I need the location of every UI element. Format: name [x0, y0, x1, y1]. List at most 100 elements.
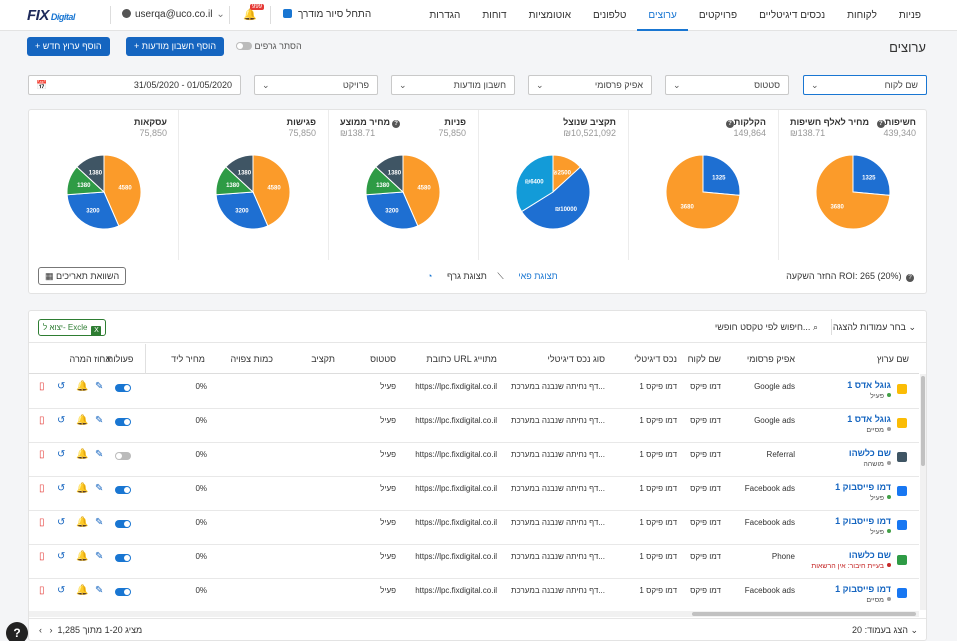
compare-dates-button[interactable]: ▦ השוואת תאריכים [38, 267, 127, 285]
table-row[interactable]: דמו פייסבוק 1 פעיל Facebook ads דמו פיקס… [29, 477, 919, 511]
notification-bell-icon[interactable]: 🔔 [76, 381, 89, 392]
help-icon[interactable]: ? [876, 120, 885, 128]
edit-icon[interactable]: ✎ [95, 483, 104, 494]
add-channel-button[interactable]: + הוסף ערוץ חדש [27, 37, 110, 56]
notification-bell-icon[interactable]: 🔔 [76, 483, 89, 494]
column-header-expected-qty[interactable]: כמות צפויה [230, 354, 273, 364]
channel-name-link[interactable]: שם כלשהו [848, 448, 891, 458]
nav-settings[interactable]: הגדרות [429, 10, 461, 21]
active-toggle[interactable] [115, 452, 131, 460]
nav-automations[interactable]: אוטומציות [528, 10, 572, 21]
tagged-url-cell[interactable]: https://lpc.fixdigital.co.il [415, 450, 497, 459]
channel-name-link[interactable]: גוגל אדס 1 [847, 414, 891, 424]
column-header-digital-asset[interactable]: נכס דיגיטלי [634, 354, 677, 364]
channel-name-link[interactable]: דמו פייסבוק 1 [835, 482, 891, 492]
notification-bell-icon[interactable]: 🔔 [76, 415, 89, 426]
notification-bell-icon[interactable]: 🔔 [76, 551, 89, 562]
table-row[interactable]: דמו פייסבוק 1 פעיל Facebook ads דמו פיקס… [29, 511, 919, 545]
help-icon[interactable]: ? [392, 120, 401, 128]
tour-button[interactable]: התחל סיור מודרך [283, 9, 371, 20]
tagged-url-cell[interactable]: https://lpc.fixdigital.co.il [415, 484, 497, 493]
table-row[interactable]: דמו פייסבוק 1 מסיים Facebook ads דמו פיק… [29, 579, 919, 613]
active-toggle[interactable] [115, 520, 131, 528]
bell-icon[interactable]: 🔔 [243, 9, 257, 21]
table-row[interactable]: שם כלשהו מושהה Referral דמו פיקס דמו פיק… [29, 443, 919, 477]
active-toggle[interactable] [115, 418, 131, 426]
project-filter[interactable]: ⌄ פרויקט [254, 75, 378, 95]
channel-name-link[interactable]: דמו פייסבוק 1 [835, 584, 891, 594]
toggle-switch[interactable] [236, 42, 252, 50]
notification-bell-icon[interactable]: 🔔 [76, 585, 89, 596]
channel-name-link[interactable]: גוגל אדס 1 [847, 380, 891, 390]
add-ad-account-button[interactable]: + הוסף חשבון מודעות [126, 37, 225, 56]
history-icon[interactable]: ↺ [57, 585, 66, 596]
table-row[interactable]: גוגל אדס 1 מסיים Google ads דמו פיקס דמו… [29, 409, 919, 443]
table-row[interactable]: שם כלשהו בעיית חיבור: אין הרשאות Phone ד… [29, 545, 919, 579]
active-toggle[interactable] [115, 486, 131, 494]
active-toggle[interactable] [115, 384, 131, 392]
logo[interactable]: FIX Digital [27, 7, 75, 24]
edit-icon[interactable]: ✎ [95, 517, 104, 528]
export-excel-button[interactable]: יצוא ל- Excle X [38, 319, 107, 336]
nav-channels[interactable]: ערוצים [637, 0, 688, 31]
ad-account-filter[interactable]: ⌄ חשבון מודעות [391, 75, 515, 95]
nav-clients[interactable]: לקוחות [847, 10, 877, 21]
vertical-scrollbar[interactable] [920, 374, 926, 610]
edit-icon[interactable]: ✎ [95, 585, 104, 596]
edit-icon[interactable]: ✎ [95, 551, 104, 562]
notification-bell-icon[interactable]: 🔔 [76, 517, 89, 528]
table-row[interactable]: גוגל אדס 1 פעיל Google ads דמו פיקס דמו … [29, 375, 919, 409]
channel-name-link[interactable]: דמו פייסבוק 1 [835, 516, 891, 526]
status-filter[interactable]: ⌄ סטטוס [665, 75, 789, 95]
help-icon[interactable]: ? [906, 274, 914, 282]
help-icon[interactable]: ? [725, 120, 734, 128]
next-page-icon[interactable]: › [49, 625, 53, 635]
history-icon[interactable]: ↺ [57, 449, 66, 460]
column-header-client-name[interactable]: שם לקוח [687, 354, 721, 364]
column-header-budget[interactable]: תקציב [311, 354, 335, 364]
tagged-url-cell[interactable]: https://lpc.fixdigital.co.il [415, 382, 497, 391]
nav-inquiries[interactable]: פניות [898, 10, 921, 21]
mobile-icon[interactable]: ▯ [39, 483, 45, 494]
edit-icon[interactable]: ✎ [95, 381, 104, 392]
nav-phones[interactable]: טלפונים [593, 10, 627, 21]
search-input[interactable]: חיפוש לפי טקסט חופשי... ⌕ [714, 322, 818, 332]
tagged-url-cell[interactable]: https://lpc.fixdigital.co.il [415, 586, 497, 595]
history-icon[interactable]: ↺ [57, 381, 66, 392]
column-header-tagged-url[interactable]: כתובת URL מתוייג [426, 354, 497, 364]
ad-platform-filter[interactable]: ⌄ אפיק פרסומי [528, 75, 652, 95]
mobile-icon[interactable]: ▯ [39, 381, 45, 392]
mobile-icon[interactable]: ▯ [39, 551, 45, 562]
per-page-select[interactable]: הצג בעמוד: 20 ⌄ [852, 625, 918, 635]
column-header-channel-name[interactable]: שם ערוץ [876, 354, 909, 364]
history-icon[interactable]: ↺ [57, 415, 66, 426]
client-filter[interactable]: ⌄ שם לקוח [803, 75, 927, 95]
nav-reports[interactable]: דוחות [482, 10, 507, 21]
column-header-status[interactable]: סטטוס [370, 354, 396, 364]
column-header-ad-platform[interactable]: אפיק פרסומי [746, 354, 795, 364]
history-icon[interactable]: ↺ [57, 483, 66, 494]
mobile-icon[interactable]: ▯ [39, 585, 45, 596]
column-header-asset-type[interactable]: סוג נכס דיגיטלי [547, 354, 605, 364]
user-menu[interactable]: userqa@uco.co.il ⌄ [122, 9, 225, 20]
hide-graphs-toggle[interactable]: הסתר גרפים [232, 41, 302, 51]
pie-view-button[interactable]: ◔ תצוגת פאי [427, 271, 558, 281]
mobile-icon[interactable]: ▯ [39, 517, 45, 528]
columns-select[interactable]: בחר עמודות להצגה ⌄ [832, 322, 916, 332]
tagged-url-cell[interactable]: https://lpc.fixdigital.co.il [415, 416, 497, 425]
help-icon[interactable]: ? [6, 622, 28, 641]
mobile-icon[interactable]: ▯ [39, 449, 45, 460]
edit-icon[interactable]: ✎ [95, 415, 104, 426]
history-icon[interactable]: ↺ [57, 517, 66, 528]
notification-bell-icon[interactable]: 🔔 [76, 449, 89, 460]
active-toggle[interactable] [115, 554, 131, 562]
column-header-lead-price[interactable]: מחיר ליד [171, 354, 205, 364]
history-icon[interactable]: ↺ [57, 551, 66, 562]
tagged-url-cell[interactable]: https://lpc.fixdigital.co.il [415, 552, 497, 561]
nav-projects[interactable]: פרויקטים [698, 10, 738, 21]
tagged-url-cell[interactable]: https://lpc.fixdigital.co.il [415, 518, 497, 527]
horizontal-scrollbar[interactable] [29, 611, 919, 617]
graph-view-button[interactable]: ⟋ תצוגת גרף [446, 271, 504, 281]
nav-digital-assets[interactable]: נכסים דיגיטליים [759, 10, 826, 21]
prev-page-icon[interactable]: ‹ [39, 625, 42, 635]
